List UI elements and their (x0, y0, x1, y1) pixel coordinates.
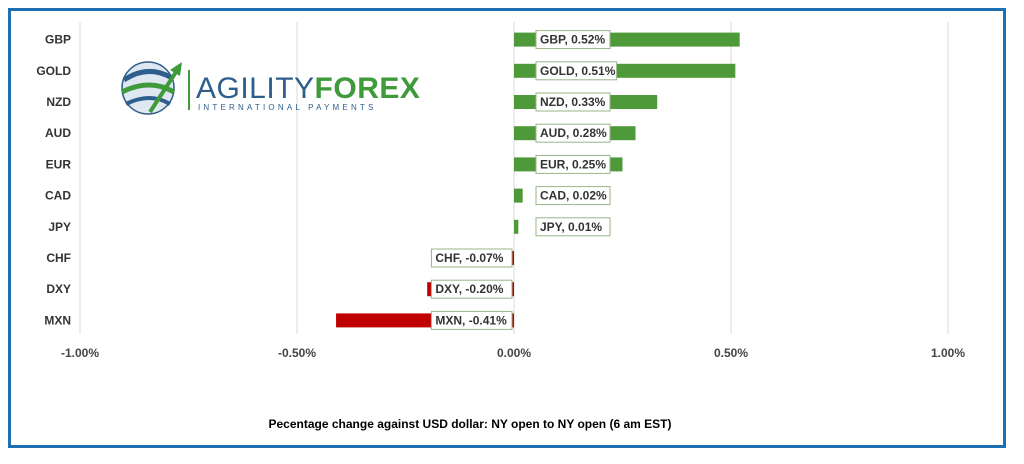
data-label-box (535, 123, 611, 143)
data-label-text: GOLD, 0.51% (540, 64, 616, 78)
data-labels: GBP, 0.52% GOLD, 0.51% NZD, 0.33% AUD, 0.28… (430, 30, 618, 330)
data-label: GOLD, 0.51% (535, 61, 618, 81)
data-label-box (430, 248, 513, 268)
data-label-text: NZD, 0.33% (540, 95, 606, 109)
data-label-text: JPY, 0.01% (540, 220, 602, 234)
category-label: NZD (46, 95, 71, 109)
category-label: CAD (45, 189, 71, 203)
data-label-box (535, 217, 611, 237)
x-tick-label: 1.00% (931, 346, 965, 360)
data-label-box (430, 279, 513, 299)
category-label: AUD (45, 126, 71, 140)
data-label-text: MXN, -0.41% (435, 313, 507, 327)
category-label: CHF (46, 251, 71, 265)
logo-divider (188, 70, 190, 110)
data-label: AUD, 0.28% (535, 123, 611, 143)
chart-caption: Pecentage change against USD dollar: NY … (269, 417, 672, 431)
data-label-box (535, 61, 618, 81)
category-label: JPY (48, 220, 71, 234)
data-label: CAD, 0.02% (535, 186, 611, 206)
category-label: MXN (44, 313, 71, 327)
bar (514, 188, 523, 203)
data-label-box (535, 30, 611, 50)
chart-frame (8, 8, 1006, 448)
data-label: MXN, -0.41% (430, 310, 513, 330)
data-label: GBP, 0.52% (535, 30, 611, 50)
agility-forex-logo: AGILITYFOREX INTERNATIONAL PAYMENTS (120, 61, 420, 115)
x-tick-label: 0.00% (497, 346, 531, 360)
x-tick-label: -0.50% (278, 346, 316, 360)
category-label: GBP (45, 33, 71, 47)
data-label-box (535, 92, 611, 112)
logo-word-light: AGILITY (196, 72, 315, 105)
globe-icon (120, 61, 182, 115)
data-label-box (535, 186, 611, 206)
data-label: DXY, -0.20% (430, 279, 513, 299)
logo-word-bold: FOREX (315, 72, 421, 105)
logo-tagline: INTERNATIONAL PAYMENTS (198, 103, 377, 112)
data-label: CHF, -0.07% (430, 248, 513, 268)
category-label: GOLD (36, 64, 71, 78)
data-label-box (535, 154, 611, 174)
category-label: EUR (46, 157, 72, 171)
logo-wordmark: AGILITYFOREX (196, 72, 420, 105)
data-label-text: GBP, 0.52% (540, 33, 605, 47)
x-tick-label: -1.00% (61, 346, 99, 360)
data-label-text: AUD, 0.28% (540, 126, 607, 140)
data-label-box (430, 310, 513, 330)
data-label: NZD, 0.33% (535, 92, 611, 112)
data-label: EUR, 0.25% (535, 154, 611, 174)
x-tick-labels: -1.00% -0.50% 0.00% 0.50% 1.00% (61, 346, 965, 360)
category-label: DXY (46, 282, 71, 296)
data-label: JPY, 0.01% (535, 217, 611, 237)
bar (514, 219, 519, 234)
x-tick-label: 0.50% (714, 346, 748, 360)
data-label-text: CHF, -0.07% (435, 251, 503, 265)
data-label-text: DXY, -0.20% (435, 282, 503, 296)
data-label-text: EUR, 0.25% (540, 157, 606, 171)
category-labels: GBP GOLD NZD AUD EUR CAD JPY CHF DXY MXN (36, 33, 71, 328)
data-label-text: CAD, 0.02% (540, 189, 607, 203)
